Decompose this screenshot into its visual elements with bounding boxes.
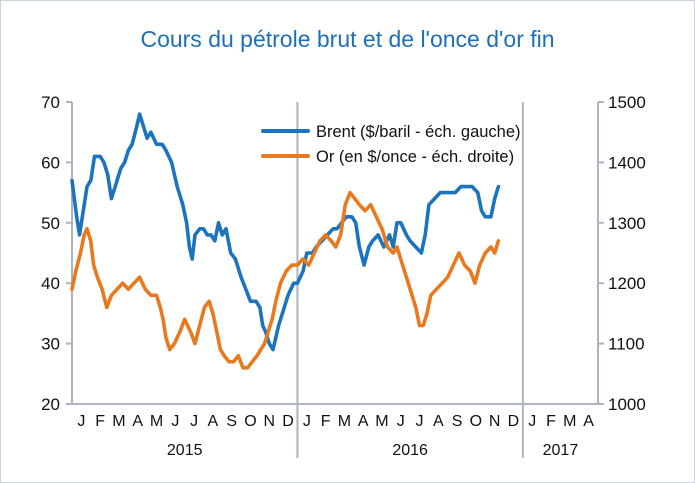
series-line-or [70, 190, 501, 370]
year-label: 2017 [543, 442, 579, 459]
left-tick-label: 30 [41, 335, 60, 354]
right-tick-label: 1400 [608, 153, 646, 172]
left-tick-label: 40 [41, 274, 60, 293]
month-tick-label: F [546, 413, 556, 430]
month-tick-label: D [282, 413, 294, 430]
month-tick-label: F [95, 413, 105, 430]
legend: Brent ($/baril - éch. gauche) Or (en $/o… [261, 123, 521, 166]
legend-label-brent: Brent ($/baril - éch. gauche) [316, 123, 521, 141]
right-tick-label: 1500 [608, 93, 646, 112]
year-label: 2015 [167, 442, 203, 459]
chart-title: Cours du pétrole brut et de l'once d'or … [140, 26, 555, 52]
month-tick-label: M [375, 413, 388, 430]
legend-label-or: Or (en $/once - éch. droite) [316, 148, 514, 166]
month-tick-label: A [583, 413, 594, 430]
right-tick-label: 1100 [608, 335, 645, 354]
right-tick-label: 1300 [608, 214, 646, 233]
month-tick-label: J [528, 413, 536, 430]
month-tick-label: A [208, 413, 219, 430]
month-tick-label: M [150, 413, 163, 430]
month-tick-label: J [397, 413, 405, 430]
month-tick-label: M [338, 413, 351, 430]
year-label: 2016 [392, 442, 428, 459]
right-tick-label: 1000 [608, 395, 646, 414]
month-tick-label: S [226, 413, 237, 430]
month-tick-label: J [416, 413, 424, 430]
month-tick-label: A [132, 413, 143, 430]
right-tick-label: 1200 [608, 274, 646, 293]
month-tick-label: O [244, 413, 256, 430]
left-tick-label: 20 [41, 395, 60, 414]
month-tick-label: A [358, 413, 369, 430]
month-tick-label: A [433, 413, 444, 430]
month-tick-label: M [563, 413, 576, 430]
month-tick-label: J [77, 413, 85, 430]
left-tick-label: 60 [41, 153, 60, 172]
month-tick-label: N [489, 413, 501, 430]
month-tick-label: J [303, 413, 311, 430]
series-line-brent [70, 112, 501, 352]
month-tick-label: D [508, 413, 520, 430]
month-tick-label: J [171, 413, 179, 430]
month-tick-label: F [321, 413, 331, 430]
month-tick-label: N [263, 413, 275, 430]
month-tick-label: O [470, 413, 482, 430]
month-tick-label: M [112, 413, 125, 430]
left-tick-label: 70 [41, 93, 60, 112]
series-layer [70, 112, 501, 370]
month-tick-label: S [452, 413, 463, 430]
month-tick-label: J [190, 413, 198, 430]
left-tick-label: 50 [41, 214, 60, 233]
